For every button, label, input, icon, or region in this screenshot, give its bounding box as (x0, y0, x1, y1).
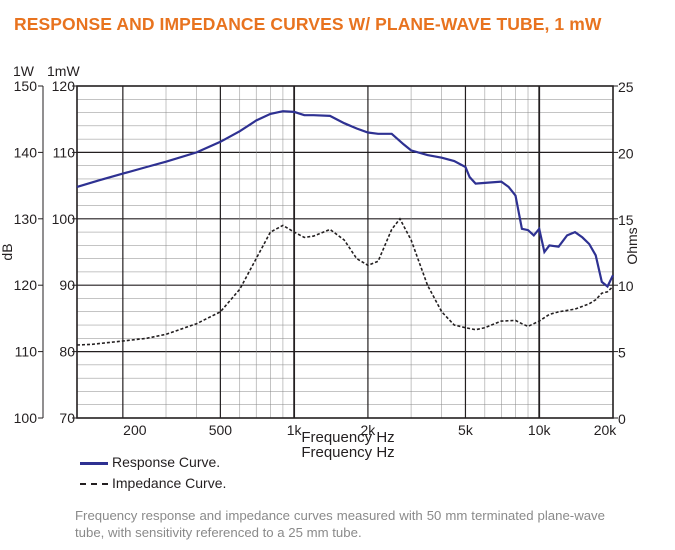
y-tick-label-1w: 140 (14, 144, 38, 160)
y-tick-label-1mw: 90 (59, 277, 75, 293)
y-tick-label-1mw: 110 (53, 144, 76, 160)
response-curve-line (76, 110, 614, 289)
legend-label-response: Response Curve. (112, 454, 221, 470)
y-unit-1w: 1W (13, 63, 35, 79)
legend-item-response: Response Curve. (80, 454, 220, 470)
y-tick-label-right: 0 (618, 411, 626, 427)
chart-title: RESPONSE AND IMPEDANCE CURVES W/ PLANE-W… (14, 14, 602, 34)
y-tick-label-1mw: 80 (59, 344, 75, 360)
legend-swatch-response (80, 461, 108, 465)
figure-caption: Frequency response and impedance curves … (75, 508, 605, 540)
x-tick-label: 2k (361, 422, 377, 438)
x-axis-label: Frequency Hz (301, 429, 394, 446)
y-tick-label-1mw: 120 (52, 78, 76, 94)
y-tick-label-right: 25 (618, 79, 634, 95)
impedance-curve-line (76, 217, 614, 346)
y-tick-label-right: 15 (618, 212, 634, 228)
plot-frame (76, 85, 614, 419)
grid (77, 86, 613, 418)
y-axis-label-ohms: Ohms (624, 227, 640, 264)
y-tick-label-1mw: 100 (52, 211, 76, 227)
x-tick-label: 10k (528, 422, 552, 438)
x-axis-label-repeat: Frequency Hz (301, 444, 394, 461)
y-tick-label-1w: 120 (14, 277, 38, 293)
y-tick-label-1w: 110 (15, 344, 38, 360)
legend-label-impedance: Impedance Curve. (112, 475, 227, 491)
y-tick-label-right: 10 (618, 278, 634, 294)
x-tick-label: 5k (458, 422, 474, 438)
y-tick-label-right: 5 (618, 345, 626, 361)
y-tick-label-1mw: 70 (59, 410, 75, 426)
x-tick-label: 1k (287, 422, 303, 438)
y-tick-label-1w: 100 (14, 410, 38, 426)
legend-swatch-impedance (80, 483, 108, 486)
y-axis-label-db: dB (0, 243, 15, 260)
y-tick-label-1w: 150 (14, 78, 38, 94)
x-tick-label: 200 (123, 422, 147, 438)
legend-item-impedance: Impedance Curve. (80, 475, 226, 491)
x-tick-label: 20k (594, 422, 618, 438)
y-tick-label-1w: 130 (14, 211, 38, 227)
x-tick-label: 500 (209, 422, 233, 438)
y-tick-label-right: 20 (618, 145, 634, 161)
y-unit-1mw: 1mW (47, 63, 80, 79)
